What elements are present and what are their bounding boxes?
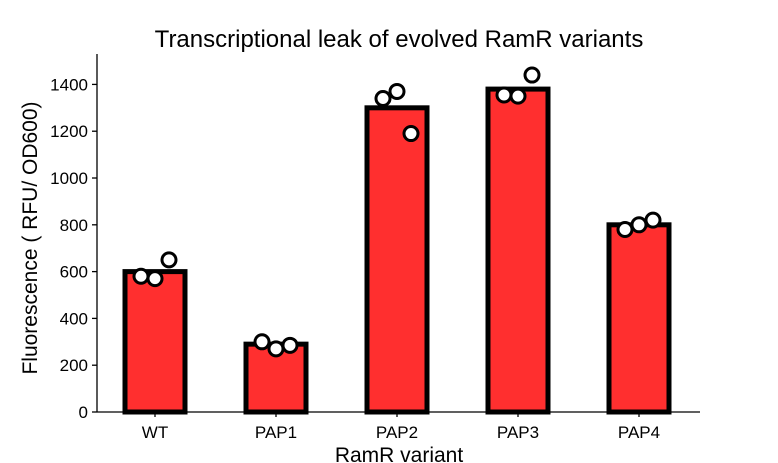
y-tick-label-1000: 1000 — [50, 169, 88, 188]
x-tick-label-pap3: PAP3 — [497, 423, 539, 442]
bar-wt — [122, 269, 188, 415]
replicate-point-wt-2 — [146, 270, 164, 288]
y-tick-label-800: 800 — [60, 216, 88, 235]
x-tick-label-pap4: PAP4 — [618, 423, 660, 442]
y-tick-label-400: 400 — [60, 309, 88, 328]
y-axis-label: Fluorescence ( RFU/ OD600) — [19, 101, 42, 374]
replicate-point-pap4-2 — [630, 216, 648, 234]
replicate-points-group — [132, 66, 662, 358]
y-tick-label-600: 600 — [60, 263, 88, 282]
replicate-point-wt-3 — [160, 251, 178, 269]
y-ticks-group: 0 200 400 600 800 1000 1200 1400 — [50, 75, 97, 422]
replicate-point-pap3-2 — [509, 87, 527, 105]
replicate-point-pap2-3 — [402, 125, 420, 143]
replicate-point-pap2-1 — [374, 89, 392, 107]
bar-pap4 — [606, 222, 672, 415]
x-axis-label: RamR variant — [335, 444, 464, 463]
y-tick-label-200: 200 — [60, 356, 88, 375]
y-tick-label-0: 0 — [79, 403, 88, 422]
bar-pap3 — [485, 86, 551, 415]
replicate-point-wt-1 — [132, 267, 150, 285]
bar-pap2 — [364, 105, 430, 415]
replicate-point-pap1-2 — [267, 340, 285, 358]
replicate-point-pap3-3 — [523, 66, 541, 84]
x-tick-label-wt: WT — [142, 423, 168, 442]
x-ticks-group: WT PAP1 PAP2 PAP3 PAP4 — [142, 412, 660, 442]
replicate-point-pap1-1 — [253, 333, 271, 351]
replicate-point-pap4-1 — [616, 220, 634, 238]
x-tick-label-pap1: PAP1 — [255, 423, 297, 442]
replicate-point-pap3-1 — [495, 86, 513, 104]
replicate-point-pap1-3 — [281, 336, 299, 354]
replicate-point-pap4-3 — [644, 211, 662, 229]
x-tick-label-pap2: PAP2 — [376, 423, 418, 442]
bars-group — [122, 86, 672, 415]
y-tick-label-1400: 1400 — [50, 75, 88, 94]
replicate-point-pap2-2 — [388, 82, 406, 100]
y-tick-label-1200: 1200 — [50, 122, 88, 141]
chart-title: Transcriptional leak of evolved RamR var… — [155, 26, 644, 53]
